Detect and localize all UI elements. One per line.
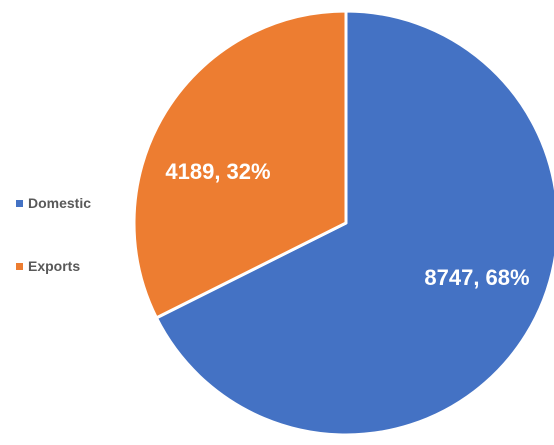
pie-slice-domestic [154, 9, 554, 437]
legend-item-domestic: Domestic [16, 193, 91, 213]
legend: Domestic Exports [16, 193, 91, 276]
pie-slice-exports [132, 9, 348, 320]
pie-slices [132, 9, 554, 437]
legend-swatch-exports [16, 262, 23, 270]
legend-label-domestic: Domestic [28, 195, 92, 211]
pie-data-labels: 8747, 68% 4189, 32% [165, 159, 529, 290]
data-label-exports: 4189, 32% [165, 159, 270, 184]
legend-swatch-domestic [16, 199, 23, 207]
data-label-domestic: 8747, 68% [424, 265, 529, 290]
legend-item-exports: Exports [16, 256, 91, 276]
legend-label-exports: Exports [28, 258, 81, 274]
